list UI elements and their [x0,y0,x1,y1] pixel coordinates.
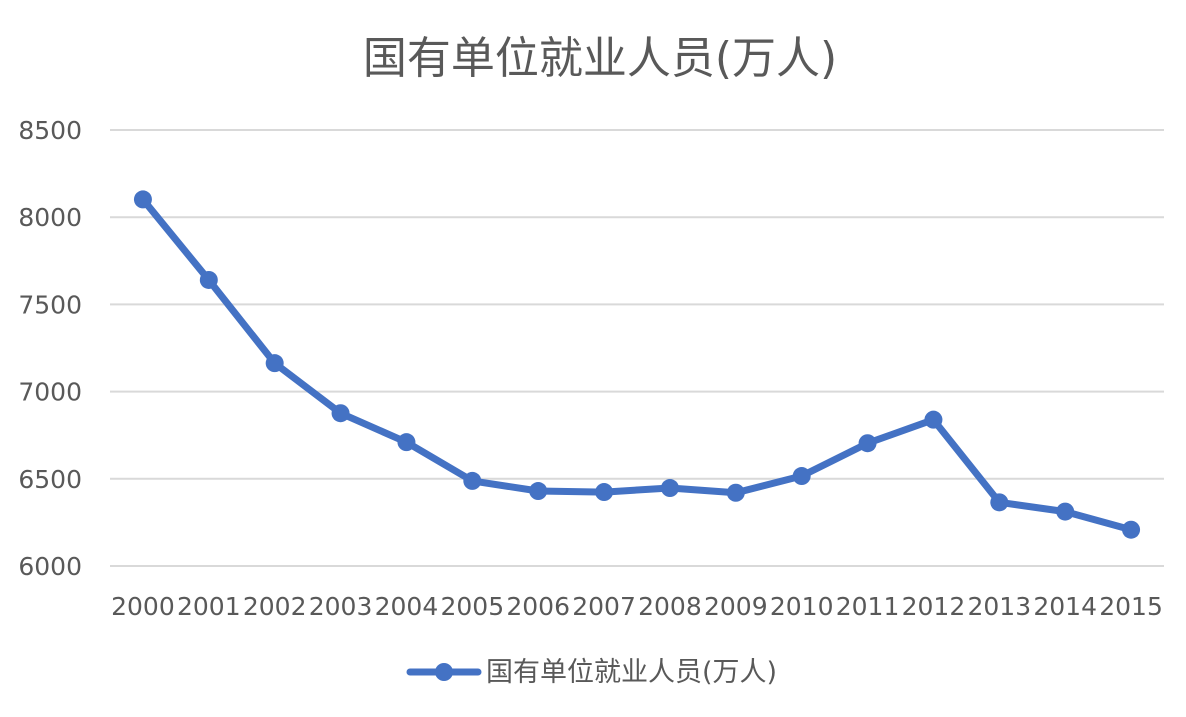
x-tick-label: 2013 [968,592,1032,621]
series-line-0 [139,195,1135,534]
x-tick-label: 2007 [572,592,636,621]
y-tick-label: 8000 [18,203,82,232]
x-tick-label: 2002 [243,592,307,621]
x-tick-label: 2000 [111,592,175,621]
data-point-2013 [990,493,1009,512]
data-point-2015 [1122,520,1141,539]
series-layer [133,190,1141,539]
x-tick-label: 2011 [836,592,900,621]
x-tick-label: 2014 [1033,592,1097,621]
x-tick-label: 2001 [177,592,241,621]
data-point-2008 [660,479,679,498]
data-point-2003 [331,404,350,423]
legend-label: 国有单位就业人员(万人) [486,657,777,688]
y-tick-label: 7000 [18,378,82,407]
y-axis-tick-labels: 6000 6500 7000 7500 8000 8500 [18,116,82,581]
data-point-2014 [1056,502,1075,521]
gridlines [110,129,1164,567]
x-axis-tick-labels: 2000 2001 2002 2003 2004 2005 2006 2007 2008 2009… [111,592,1163,621]
legend: 国有单位就业人员(万人) [406,657,777,688]
data-point-2010 [792,467,811,486]
x-tick-label: 2009 [704,592,768,621]
x-tick-label: 2010 [770,592,834,621]
chart-title: 国有单位就业人员(万人) [363,33,837,84]
data-point-2005 [463,471,482,490]
data-point-2012 [924,410,943,429]
y-tick-label: 7500 [18,290,82,319]
x-tick-label: 2008 [638,592,702,621]
data-point-2007 [595,483,614,502]
data-point-2009 [726,483,745,502]
data-point-2000 [133,190,152,209]
x-tick-label: 2012 [902,592,966,621]
y-tick-label: 6000 [18,552,82,581]
data-point-2006 [529,482,548,501]
legend-marker-swatch [435,663,453,681]
y-tick-label: 6500 [18,465,82,494]
data-point-2004 [397,433,416,452]
data-point-2001 [199,270,218,289]
data-point-2002 [265,354,284,373]
x-tick-label: 2015 [1099,592,1163,621]
data-point-2011 [858,434,877,453]
x-tick-label: 2003 [309,592,373,621]
x-tick-label: 2004 [375,592,439,621]
x-tick-label: 2005 [441,592,505,621]
x-tick-label: 2006 [506,592,570,621]
y-tick-label: 8500 [18,116,82,145]
